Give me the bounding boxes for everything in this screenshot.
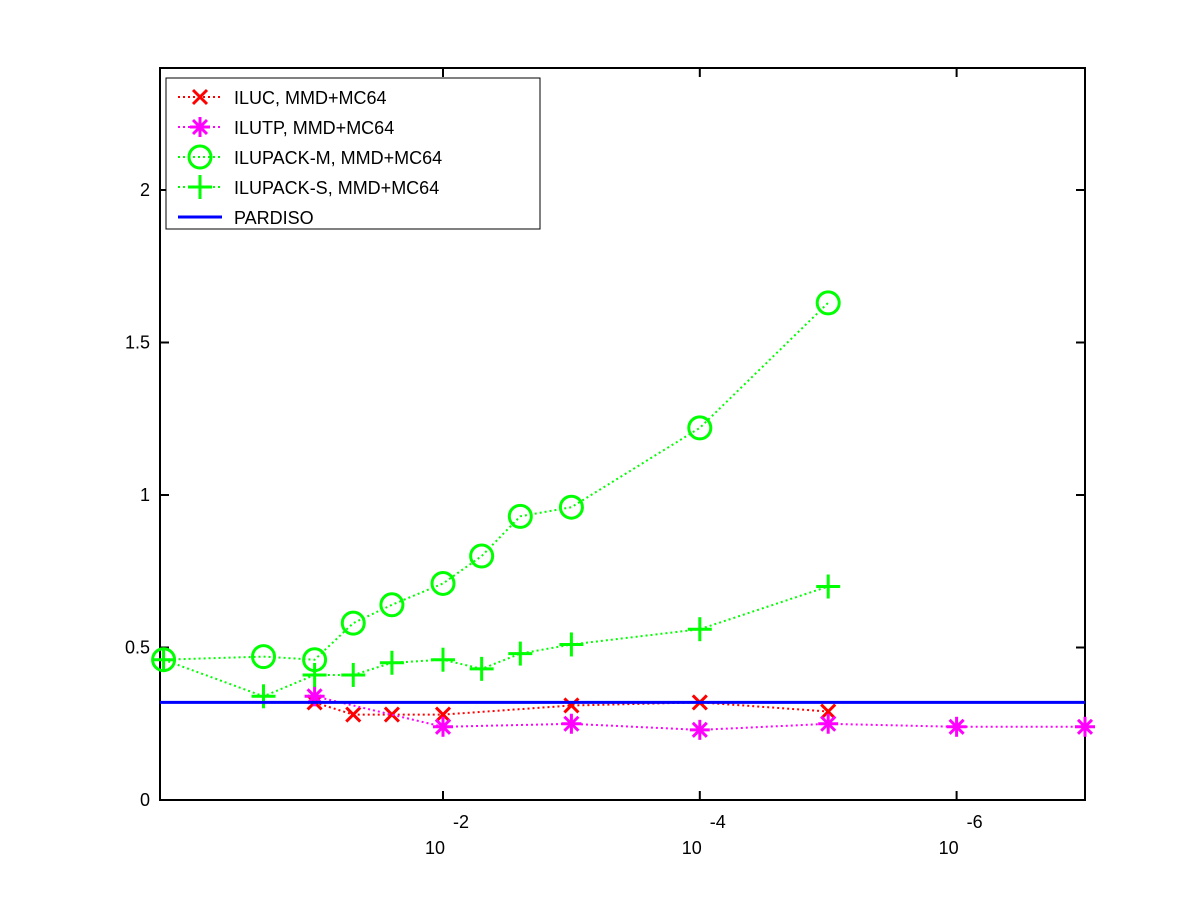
series-group bbox=[151, 290, 1095, 740]
data-point bbox=[340, 610, 366, 636]
legend: ILUC, MMD+MC64 ILUTP, MMD+MC64 ILUPACK-M, … bbox=[165, 77, 541, 230]
legend-marker bbox=[191, 88, 209, 106]
data-point bbox=[345, 706, 362, 723]
data-point bbox=[561, 713, 582, 734]
data-point bbox=[341, 662, 366, 687]
data-point bbox=[379, 592, 405, 618]
data-point bbox=[433, 716, 454, 737]
data-point bbox=[430, 570, 456, 596]
legend-entry: ILUTP, MMD+MC64 bbox=[178, 117, 394, 138]
legend-label: ILUPACK-M, MMD+MC64 bbox=[234, 148, 442, 168]
data-point bbox=[469, 543, 495, 569]
x-tick-label-exponent: -2 bbox=[453, 812, 469, 832]
legend-entry: PARDISO bbox=[178, 208, 314, 228]
axes: 0 0.5 1 1.5 2 10 -2 10 -4 10 -6 bbox=[125, 67, 1086, 858]
legend-label: ILUTP, MMD+MC64 bbox=[234, 118, 394, 138]
data-point bbox=[1075, 716, 1095, 737]
legend-marker bbox=[188, 175, 212, 199]
legend-label: PARDISO bbox=[234, 208, 314, 228]
data-point bbox=[379, 650, 404, 675]
data-point bbox=[151, 647, 176, 672]
data-point bbox=[687, 415, 713, 441]
y-tick-label: 0.5 bbox=[125, 638, 150, 658]
y-tick-label: 1.5 bbox=[125, 333, 150, 353]
legend-label: ILUC, MMD+MC64 bbox=[234, 88, 387, 108]
data-point bbox=[434, 706, 452, 723]
data-point bbox=[558, 494, 584, 520]
series-line bbox=[163, 302, 829, 661]
x-tick-label-exponent: -6 bbox=[967, 812, 983, 832]
x-tick-label-base: 10 bbox=[682, 838, 702, 858]
data-point bbox=[816, 574, 841, 599]
data-point bbox=[251, 644, 277, 670]
series-2 bbox=[151, 290, 841, 673]
data-point bbox=[251, 684, 276, 709]
data-point bbox=[302, 662, 327, 687]
series-3 bbox=[151, 574, 841, 709]
data-point bbox=[815, 290, 841, 316]
data-point bbox=[687, 617, 712, 642]
series-line bbox=[163, 585, 829, 698]
legend-entry: ILUPACK-S, MMD+MC64 bbox=[178, 175, 439, 199]
data-point bbox=[469, 656, 494, 681]
data-point bbox=[818, 713, 839, 734]
data-point bbox=[820, 703, 837, 720]
data-point bbox=[689, 719, 710, 740]
y-tick-label: 1 bbox=[140, 485, 150, 505]
data-point bbox=[507, 503, 533, 529]
legend-marker bbox=[187, 144, 213, 170]
plot-frame bbox=[159, 67, 1086, 801]
data-point bbox=[383, 706, 400, 723]
legend-marker bbox=[190, 117, 210, 137]
data-point bbox=[431, 647, 456, 672]
series-0 bbox=[306, 694, 837, 723]
y-tick-label: 2 bbox=[140, 180, 150, 200]
legend-entry: ILUC, MMD+MC64 bbox=[178, 88, 387, 108]
legend-label: ILUPACK-S, MMD+MC64 bbox=[234, 178, 439, 198]
series-1 bbox=[304, 686, 1095, 740]
data-point bbox=[946, 716, 967, 737]
legend-box bbox=[165, 77, 541, 230]
data-point bbox=[563, 697, 580, 714]
x-tick-label-exponent: -4 bbox=[710, 812, 726, 832]
x-tick-label-base: 10 bbox=[939, 838, 959, 858]
data-point bbox=[508, 641, 533, 666]
data-point bbox=[559, 632, 584, 657]
y-tick-label: 0 bbox=[140, 790, 150, 810]
x-tick-label-base: 10 bbox=[425, 838, 445, 858]
legend-entry: ILUPACK-M, MMD+MC64 bbox=[178, 144, 442, 170]
